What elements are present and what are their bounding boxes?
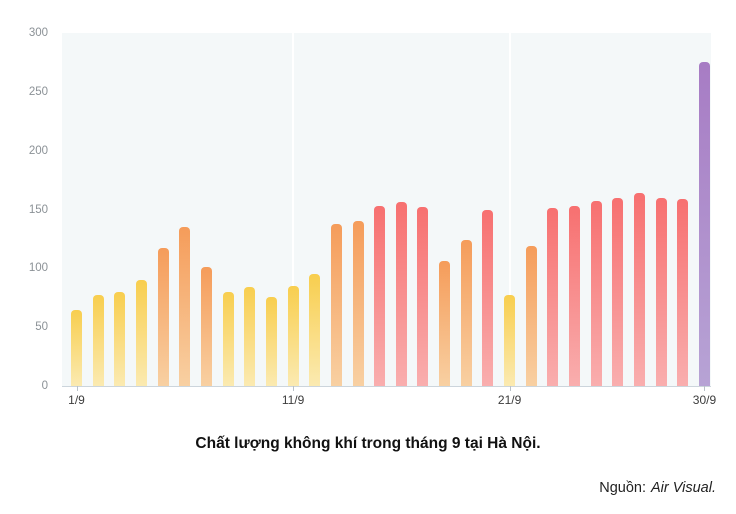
bar-day-25 xyxy=(590,201,602,386)
bar-day-22 xyxy=(525,245,537,386)
chart-title: Chất lượng không khí trong tháng 9 tại H… xyxy=(195,435,541,452)
x-tick-label: 1/9 xyxy=(68,393,85,407)
bar-day-30 xyxy=(698,62,710,386)
bar-day-10 xyxy=(265,296,277,386)
bar-day-3 xyxy=(114,291,126,386)
bar-day-15 xyxy=(374,205,386,386)
y-tick-label: 50 xyxy=(35,321,48,334)
x-tick-label: 21/9 xyxy=(497,393,522,407)
bar-day-5 xyxy=(157,248,169,386)
x-tick-mark xyxy=(704,386,706,391)
bar-day-4 xyxy=(135,280,147,386)
bar-day-29 xyxy=(677,198,689,386)
bar-day-9 xyxy=(244,287,256,386)
bar-day-26 xyxy=(612,197,624,386)
x-tick-label: 11/9 xyxy=(281,393,305,407)
x-tick-mark xyxy=(509,386,511,391)
bar-day-19 xyxy=(460,240,472,386)
bar-day-21 xyxy=(504,295,516,386)
source-credit: Nguồn: Air Visual. xyxy=(599,480,716,496)
bar-day-13 xyxy=(330,223,342,386)
source-name: Air Visual. xyxy=(650,480,716,496)
plot-area xyxy=(62,33,711,386)
x-tick-mark xyxy=(76,386,78,391)
bar-day-16 xyxy=(395,202,407,386)
bar-day-27 xyxy=(634,193,646,386)
bar-day-6 xyxy=(179,227,191,386)
y-tick-label: 250 xyxy=(28,85,48,98)
y-tick-label: 150 xyxy=(28,203,48,216)
x-axis-line xyxy=(62,386,711,387)
bar-day-17 xyxy=(417,207,429,386)
bar-day-11 xyxy=(287,285,299,386)
bar-day-7 xyxy=(200,267,212,386)
source-label: Nguồn: xyxy=(599,480,646,496)
y-tick-label: 100 xyxy=(28,262,48,275)
y-tick-label: 300 xyxy=(28,27,48,39)
y-tick-label: 200 xyxy=(28,144,48,157)
bar-day-28 xyxy=(655,197,667,386)
bar-day-20 xyxy=(482,209,494,386)
bar-day-8 xyxy=(222,291,234,386)
gridline-vertical xyxy=(508,33,511,386)
x-tick-mark xyxy=(293,386,295,391)
bar-day-18 xyxy=(439,261,451,386)
bar-day-2 xyxy=(92,295,104,386)
gridline-vertical xyxy=(292,33,295,386)
bar-day-14 xyxy=(352,221,364,386)
bar-day-12 xyxy=(309,274,321,386)
bar-day-23 xyxy=(547,208,559,386)
bar-day-24 xyxy=(569,205,581,386)
x-tick-label: 30/9 xyxy=(692,393,717,407)
y-tick-label: 0 xyxy=(41,380,48,392)
bar-day-1 xyxy=(71,309,82,386)
